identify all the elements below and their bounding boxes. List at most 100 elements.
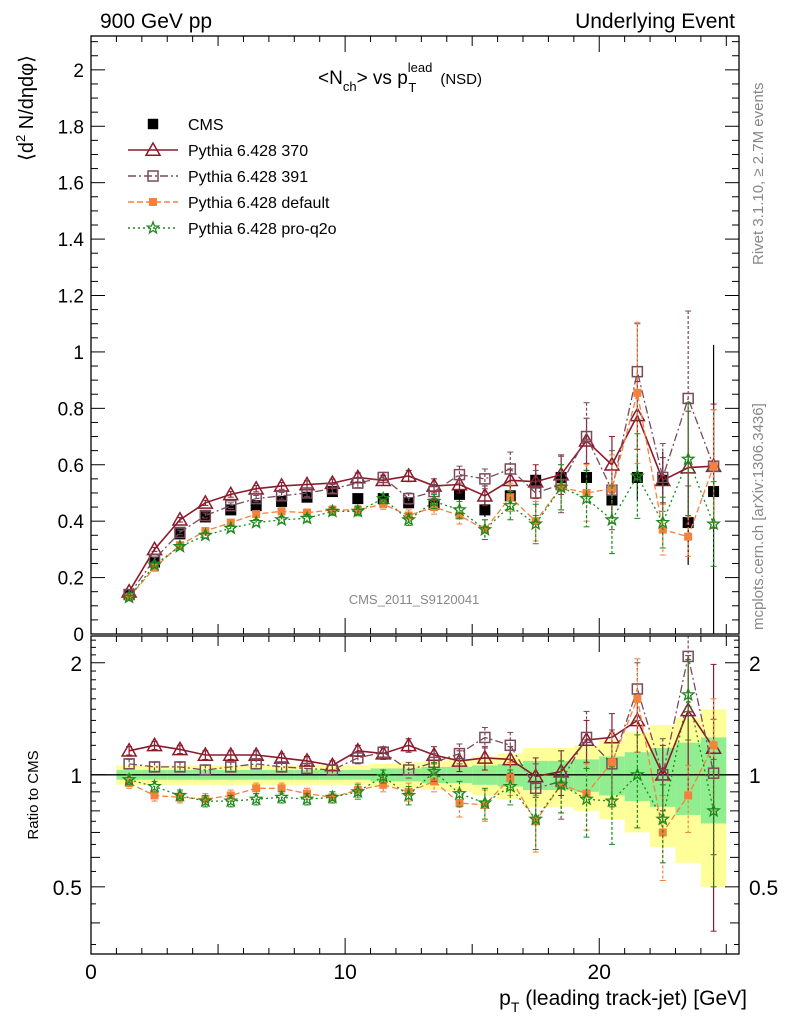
series-3-point [629,468,645,483]
cms-point [199,511,211,523]
series-0-point [222,485,240,501]
ratio-series-2-point [277,784,286,793]
header-right: Underlying Event [575,10,735,33]
ratio-series-3-point [502,778,518,793]
ratio-series-2-point [252,784,261,793]
series-3-point [274,511,290,527]
series-3-point [223,520,239,535]
y-tick-label: 0.4 [58,512,85,533]
ratio-series-3-point [528,811,544,826]
series-0-point [400,467,417,483]
series-0-point [578,432,595,447]
ratio-series-1-point [326,764,339,776]
series-3-point [426,493,442,508]
y-tick-label: 1.8 [58,117,84,138]
ratio-series-1-point [250,758,262,770]
ratio-series-3-point [680,686,696,702]
ratio-series-1-point [504,739,517,752]
ratio-series-1-point [301,762,313,775]
ratio-series-0-point [120,742,138,757]
series-0-point [374,471,392,487]
legend-marker [147,118,159,130]
ratio-series-2-point [125,779,134,788]
cms-point [631,471,643,483]
series-2-point [709,462,718,471]
series-1-point [326,482,339,495]
ratio-series-1-point [174,761,186,773]
series-3-point [375,490,391,506]
ratio-tick-label: 0.5 [53,877,82,900]
cms-point [149,556,161,568]
legend-label: Pythia 6.428 default [188,195,330,212]
ratio-series-1-line [129,656,715,790]
series-1-point [631,365,644,378]
header-left: 900 GeV pp [100,10,212,33]
ratio-series-2-point [506,774,515,783]
axes: 00.20.40.60.811.21.41.61.820.5 0.51 12 20 10… [53,35,778,984]
ratio-series-3-point [299,791,315,806]
x-axis-label: pT (leading track-jet) [GeV] [499,987,747,1015]
legend-label: Pythia 6.428 370 [188,143,308,160]
ratio-series-3-point [248,791,264,806]
series-1-point [352,477,364,489]
series-3-point [350,503,366,518]
x-tick-label: 10 [333,961,356,984]
ratio-series-0-point [400,736,417,752]
ratio-series-3-point [350,783,366,799]
cms-point [479,504,491,516]
ratio-series-0-point [349,742,367,757]
ratio-series-0-point [171,740,189,756]
ratio-series-1-point [657,769,669,781]
ratio-series-2-point [684,791,693,800]
ratio-bands [91,709,739,887]
ratio-tick-label: 1 [70,765,82,788]
legend-marker [144,141,162,156]
y-tick-label: 1 [73,343,84,364]
series-2-point [633,388,642,397]
ratio-axis-label: Ratio to CMS [25,750,42,839]
ratio-series-3-point [553,776,569,792]
series-2-point [353,505,362,514]
ratio-series-3-point [477,795,493,810]
y-tick-label: 0.2 [58,569,84,590]
main-plot [120,310,722,634]
series-3-point [324,503,340,518]
legend: CMS Pythia 6.428 370 Pythia 6.428 391 Pythi… [128,117,337,238]
series-1-point [275,490,288,502]
series-0-line [128,413,714,593]
y-axis-label: ⟨d2 N/dηdφ⟩ [13,55,38,161]
series-2-point [480,525,489,534]
legend-marker [149,198,157,206]
series-3-point [452,502,467,517]
y-tick-label: 2 [73,61,84,82]
series-2-point [379,500,388,509]
series-2-point [684,532,693,541]
y-tick-label: 0.8 [58,399,84,420]
cms-point [352,493,364,505]
series-2-line [128,392,715,598]
series-1-point [250,492,262,505]
cms-point [225,504,237,516]
y-tick-label: 1.6 [58,174,84,195]
cms-point [250,500,262,512]
series-1-point [225,499,237,512]
ratio-frame [90,635,740,955]
ratio-series-2-point [557,780,566,789]
series-1-point [199,509,212,522]
ratio-series-3-point [452,785,467,800]
series-0-point [476,487,494,502]
ratio-series-3-point [604,793,620,808]
ratio-tick-label-right: 2 [749,653,761,676]
ratio-series-1-point [352,752,364,764]
ratio-series-3-point [223,793,239,808]
ratio-series-3-point [147,778,162,793]
series-3-point [147,557,162,572]
series-1-point [580,430,593,443]
ratio-series-1-point [479,731,491,744]
series-1-point [504,463,517,475]
series-3-point [502,497,518,512]
ratio-series-2-line [128,696,715,835]
ratio-series-1-point [402,764,415,776]
series-0-point [171,511,189,526]
series-1-point [402,492,415,505]
